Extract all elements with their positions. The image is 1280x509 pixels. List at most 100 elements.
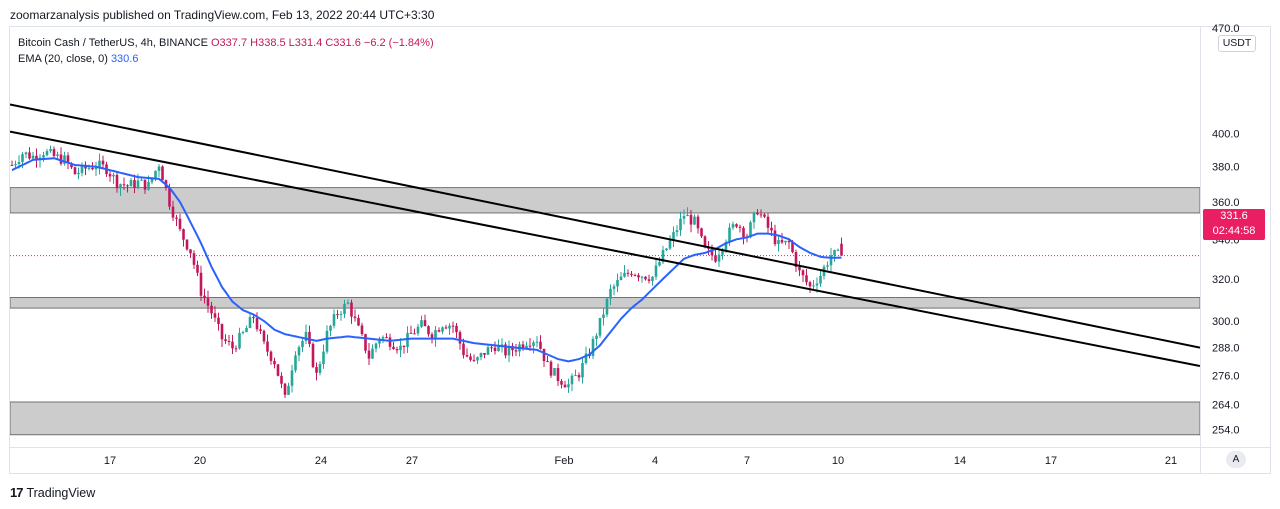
candle-body[interactable] [49,149,52,152]
candle-body[interactable] [119,184,122,189]
candle-body[interactable] [301,340,304,348]
chart-frame[interactable] [9,26,1271,474]
candle-body[interactable] [791,242,794,253]
candle-body[interactable] [199,272,203,296]
candle-body[interactable] [395,348,399,351]
candle-body[interactable] [231,341,234,349]
candle-body[interactable] [700,228,703,237]
candle-body[interactable] [42,155,45,158]
candle-body[interactable] [766,216,770,228]
candle-body[interactable] [297,347,301,356]
candle-body[interactable] [266,341,269,352]
candle-body[interactable] [770,227,773,231]
candle-body[interactable] [360,325,364,335]
candle-body[interactable] [56,154,59,156]
candle-body[interactable] [486,347,490,355]
candle-body[interactable] [714,255,717,262]
candle-body[interactable] [122,184,126,186]
candle-body[interactable] [836,249,840,251]
candle-body[interactable] [364,334,367,351]
candle-body[interactable] [168,187,171,207]
candle-body[interactable] [203,295,206,299]
candle-body[interactable] [77,172,80,175]
candle-body[interactable] [336,314,339,316]
candle-body[interactable] [308,331,311,344]
candle-body[interactable] [17,162,21,165]
candle-body[interactable] [469,356,472,360]
candle-body[interactable] [833,250,836,256]
candle-body[interactable] [213,313,217,318]
candle-body[interactable] [458,332,462,344]
candle-body[interactable] [584,353,588,364]
candle-body[interactable] [217,317,220,325]
candle-body[interactable] [161,166,164,181]
candle-body[interactable] [731,224,735,228]
candle-body[interactable] [612,286,616,289]
candle-body[interactable] [539,341,542,349]
candle-body[interactable] [605,298,609,315]
auto-scale-button[interactable]: A [1226,451,1246,468]
candle-body[interactable] [749,222,752,238]
candle-body[interactable] [346,302,350,304]
candle-body[interactable] [574,375,577,377]
candle-body[interactable] [504,344,507,356]
candle-body[interactable] [70,163,73,168]
candle-body[interactable] [343,303,346,314]
candle-body[interactable] [738,226,742,228]
candle-body[interactable] [388,337,392,347]
ema-line[interactable] [11,157,842,363]
candle-body[interactable] [514,350,518,352]
candle-body[interactable] [294,355,297,371]
candle-body[interactable] [721,249,724,255]
candle-body[interactable] [658,262,661,266]
candle-body[interactable] [385,337,388,339]
candle-body[interactable] [829,255,833,266]
legend-symbol[interactable]: Bitcoin Cash / TetherUS, 4h, BINANCE [18,37,208,49]
candle-body[interactable] [595,335,598,339]
candle-body[interactable] [143,179,147,190]
candle-body[interactable] [311,343,315,368]
trendline[interactable] [10,103,1200,349]
candle-body[interactable] [577,375,581,378]
candle-body[interactable] [276,364,280,376]
candle-body[interactable] [322,351,325,365]
candle-body[interactable] [259,329,262,331]
candle-body[interactable] [563,384,567,388]
candle-body[interactable] [399,345,402,351]
candle-body[interactable] [290,370,294,386]
candle-body[interactable] [371,348,374,359]
candle-body[interactable] [567,384,570,388]
candle-body[interactable] [532,342,535,346]
legend-ema-row[interactable]: EMA (20, close, 0) 330.6 [18,51,434,67]
candle-body[interactable] [724,241,728,250]
candle-body[interactable] [794,252,798,268]
candle-body[interactable] [556,368,560,382]
candle-body[interactable] [661,250,665,263]
candle-body[interactable] [784,240,787,243]
candle-body[interactable] [546,361,549,363]
candle-body[interactable] [437,330,441,332]
candle-body[interactable] [759,214,763,216]
candle-body[interactable] [693,216,696,225]
candle-body[interactable] [752,212,756,223]
candle-body[interactable] [742,227,745,237]
candle-body[interactable] [329,325,332,331]
candle-body[interactable] [535,341,539,343]
candle-body[interactable] [45,151,49,156]
candle-body[interactable] [91,167,94,170]
candle-body[interactable] [178,218,182,230]
candle-body[interactable] [147,182,150,190]
candle-body[interactable] [798,267,801,271]
candle-body[interactable] [234,348,238,350]
candle-body[interactable] [780,240,784,243]
candle-body[interactable] [353,316,357,319]
candle-body[interactable] [24,152,28,155]
candle-body[interactable] [840,243,843,256]
candle-body[interactable] [112,174,115,177]
candle-body[interactable] [812,285,815,287]
candle-body[interactable] [427,326,430,335]
candle-body[interactable] [31,155,35,159]
candle-body[interactable] [500,344,504,346]
candle-body[interactable] [248,317,252,328]
candle-body[interactable] [381,337,385,339]
